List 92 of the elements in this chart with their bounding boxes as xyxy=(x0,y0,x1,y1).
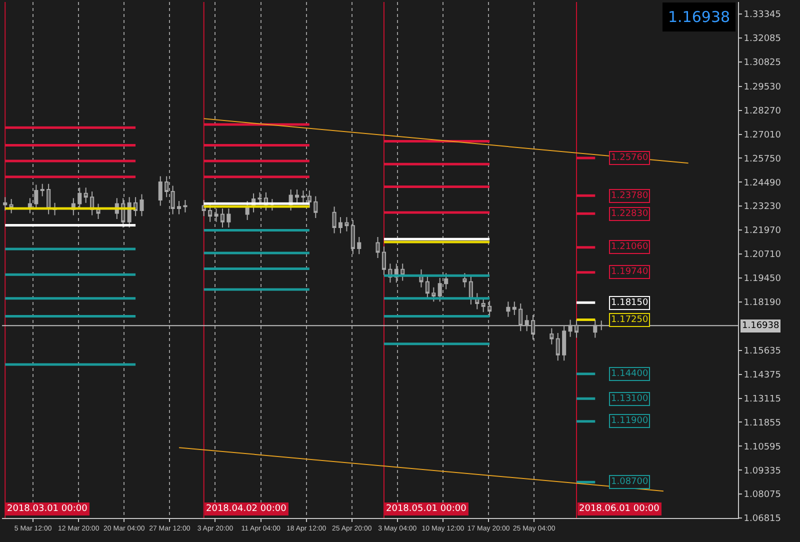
y-tick-label: 1.25750 xyxy=(744,154,782,164)
candlestick xyxy=(170,185,175,215)
candlestick xyxy=(550,328,554,345)
candlestick xyxy=(599,320,604,331)
candlestick xyxy=(40,183,44,197)
data-label: 1.14400 xyxy=(611,369,648,379)
candlestick xyxy=(432,286,436,302)
data-label: 1.18150 xyxy=(611,298,648,308)
candlestick xyxy=(488,300,492,318)
candlestick xyxy=(593,319,598,338)
candlestick xyxy=(226,208,231,228)
candlestick xyxy=(382,246,386,276)
y-tick-label: 1.15635 xyxy=(744,346,782,357)
y-tick-label: 1.28270 xyxy=(744,106,782,116)
y-tick-label: 1.06815 xyxy=(744,514,782,524)
candlestick xyxy=(183,200,188,213)
candlestick xyxy=(512,301,516,316)
candlestick xyxy=(468,276,473,306)
candlestick xyxy=(202,200,206,217)
candlestick xyxy=(28,198,32,214)
data-label: 1.21060 xyxy=(611,242,648,252)
candlestick xyxy=(357,236,362,255)
ref-line-label: 2018.04.02 00:00 xyxy=(206,504,287,514)
candlestick xyxy=(444,272,448,290)
data-label: 1.23780 xyxy=(611,191,648,201)
data-label: 1.13100 xyxy=(611,394,648,404)
candlestick xyxy=(531,314,536,340)
candlestick xyxy=(140,194,144,217)
ref-line-label: 1.16938 xyxy=(742,321,780,331)
candlestick xyxy=(438,277,442,302)
data-label: 1.08700 xyxy=(611,477,648,487)
ref-line-label: 2018.03.01 00:00 xyxy=(7,504,88,514)
y-tick-label: 1.09335 xyxy=(744,466,782,476)
candlestick xyxy=(425,276,430,300)
candlestick xyxy=(214,208,218,222)
y-tick-label: 1.32085 xyxy=(744,34,782,44)
y-tick-label: 1.18190 xyxy=(744,298,782,308)
y-tick-label: 1.14375 xyxy=(744,370,782,380)
y-tick-label: 1.10595 xyxy=(744,442,782,452)
y-tick-label: 1.11855 xyxy=(744,418,782,428)
candlestick xyxy=(506,301,510,318)
candlestick xyxy=(350,219,355,255)
candlestick xyxy=(562,324,566,362)
candlestick xyxy=(295,189,300,204)
candlestick xyxy=(164,176,169,198)
candlestick xyxy=(574,319,579,338)
candlestick xyxy=(34,184,38,210)
candlestick xyxy=(524,314,529,332)
candlestick xyxy=(301,190,306,204)
candlestick xyxy=(314,196,318,219)
data-label: 1.22830 xyxy=(611,209,648,219)
candlestick xyxy=(134,196,138,217)
y-tick-label: 1.13115 xyxy=(744,394,782,404)
candlestick xyxy=(568,319,572,338)
candlestick xyxy=(376,236,380,258)
y-tick-label: 1.23230 xyxy=(744,202,782,212)
y-tick-label: 1.21970 xyxy=(744,226,782,236)
candlestick xyxy=(78,187,82,210)
ref-line-label: 2018.05.01 00:00 xyxy=(386,504,467,514)
candlestick xyxy=(400,263,405,282)
y-tick-label: 1.08075 xyxy=(744,490,782,500)
candlestick xyxy=(556,332,560,362)
y-tick-label: 1.30825 xyxy=(744,58,782,68)
data-label: 1.25760 xyxy=(611,153,648,163)
y-tick-label: 1.19450 xyxy=(744,274,782,284)
y-tick-label: 1.20710 xyxy=(744,250,782,260)
candlestick xyxy=(9,198,14,214)
data-label: 1.19740 xyxy=(611,267,648,277)
y-tick-label: 1.27010 xyxy=(744,130,782,140)
candlestick xyxy=(258,192,262,206)
candlestick xyxy=(84,187,88,204)
candlestick xyxy=(338,216,343,234)
candlestick xyxy=(176,200,182,215)
data-label: 1.11900 xyxy=(611,416,648,426)
candlestick xyxy=(46,183,51,215)
candlestick xyxy=(307,190,312,208)
candlestick xyxy=(220,208,225,228)
candlestick xyxy=(475,292,480,310)
candlestick xyxy=(481,297,486,313)
y-tick-label: 1.29530 xyxy=(744,82,782,93)
data-label: 1.17250 xyxy=(611,315,648,325)
annotation: 1.16938 xyxy=(668,8,730,26)
y-tick-label: 1.33345 xyxy=(744,10,782,20)
ref-line-label: 2018.06.01 00:00 xyxy=(579,504,660,514)
candlestick xyxy=(462,272,467,288)
candlestick xyxy=(518,303,523,332)
candlestick xyxy=(344,216,349,232)
candlestick xyxy=(3,196,8,211)
candlestick xyxy=(96,203,100,220)
candlestick xyxy=(158,176,162,206)
candlestick xyxy=(332,206,336,234)
y-tick-label: 1.24490 xyxy=(744,178,782,188)
